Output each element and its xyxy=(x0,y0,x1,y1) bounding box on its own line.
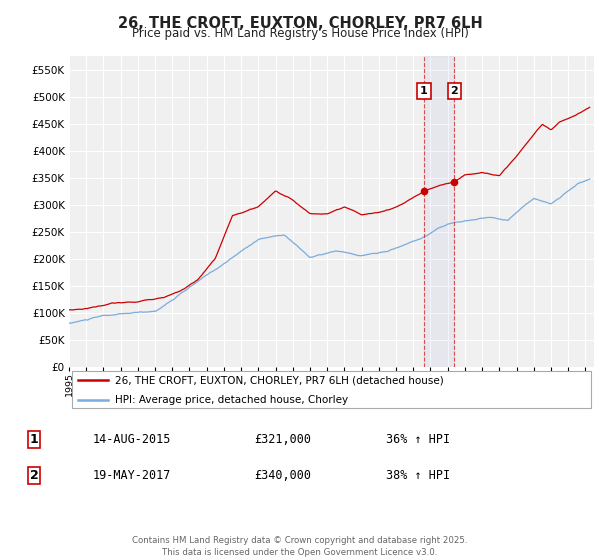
Text: HPI: Average price, detached house, Chorley: HPI: Average price, detached house, Chor… xyxy=(115,395,349,405)
Text: Price paid vs. HM Land Registry's House Price Index (HPI): Price paid vs. HM Land Registry's House … xyxy=(131,27,469,40)
Text: 14-AUG-2015: 14-AUG-2015 xyxy=(92,433,171,446)
Text: 19-MAY-2017: 19-MAY-2017 xyxy=(92,469,171,482)
Text: Contains HM Land Registry data © Crown copyright and database right 2025.
This d: Contains HM Land Registry data © Crown c… xyxy=(132,536,468,557)
Bar xyxy=(424,56,454,367)
Text: 1: 1 xyxy=(420,86,428,96)
Text: 2: 2 xyxy=(29,469,38,482)
Text: 36% ↑ HPI: 36% ↑ HPI xyxy=(386,433,451,446)
Text: 1: 1 xyxy=(29,433,38,446)
FancyBboxPatch shape xyxy=(71,371,592,408)
Text: £340,000: £340,000 xyxy=(254,469,311,482)
Text: 2: 2 xyxy=(451,86,458,96)
Text: 38% ↑ HPI: 38% ↑ HPI xyxy=(386,469,451,482)
Text: 26, THE CROFT, EUXTON, CHORLEY, PR7 6LH (detached house): 26, THE CROFT, EUXTON, CHORLEY, PR7 6LH … xyxy=(115,375,444,385)
Text: 26, THE CROFT, EUXTON, CHORLEY, PR7 6LH: 26, THE CROFT, EUXTON, CHORLEY, PR7 6LH xyxy=(118,16,482,31)
Text: £321,000: £321,000 xyxy=(254,433,311,446)
